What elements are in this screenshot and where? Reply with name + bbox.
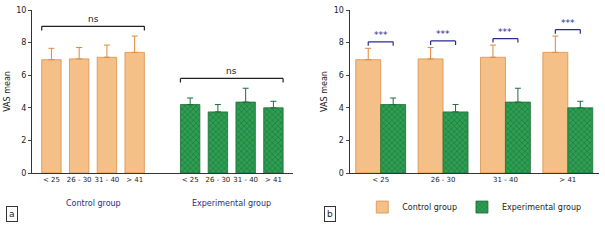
svg-text:b: b (327, 209, 333, 219)
svg-text:> 41: > 41 (559, 176, 576, 184)
svg-text:31 - 40: 31 - 40 (95, 176, 120, 184)
svg-text:VAS mean: VAS mean (3, 71, 12, 112)
svg-text:10: 10 (16, 6, 26, 15)
svg-text:31 - 40: 31 - 40 (493, 176, 518, 184)
svg-text:0: 0 (339, 169, 344, 178)
svg-text:26 - 30: 26 - 30 (206, 176, 231, 184)
svg-text:26 - 30: 26 - 30 (431, 176, 456, 184)
svg-text:31 - 40: 31 - 40 (233, 176, 258, 184)
svg-text:6: 6 (21, 71, 26, 80)
svg-text:2: 2 (21, 136, 26, 145)
svg-text:2: 2 (339, 136, 344, 145)
svg-text:< 25: < 25 (372, 176, 389, 184)
svg-text:> 41: > 41 (126, 176, 143, 184)
svg-text:***: *** (498, 27, 512, 37)
svg-text:ns: ns (226, 66, 237, 76)
svg-text:6: 6 (339, 71, 344, 80)
svg-text:26 - 30: 26 - 30 (67, 176, 92, 184)
svg-text:4: 4 (339, 104, 344, 113)
svg-text:Control group: Control group (402, 203, 457, 212)
svg-text:Control group: Control group (66, 199, 121, 208)
svg-text:a: a (9, 209, 15, 219)
svg-text:> 41: > 41 (265, 176, 282, 184)
svg-text:10: 10 (334, 6, 344, 15)
svg-text:***: *** (436, 29, 450, 39)
svg-text:< 25: < 25 (43, 176, 60, 184)
svg-text:***: *** (561, 18, 575, 28)
svg-text:Experimental group: Experimental group (192, 199, 271, 208)
svg-text:4: 4 (21, 104, 26, 113)
svg-text:8: 8 (339, 38, 344, 47)
svg-text:8: 8 (21, 38, 26, 47)
svg-text:VAS mean: VAS mean (320, 71, 329, 112)
svg-text:***: *** (374, 30, 388, 40)
svg-text:Experimental group: Experimental group (502, 203, 581, 212)
svg-text:0: 0 (21, 169, 26, 178)
svg-text:< 25: < 25 (182, 176, 199, 184)
svg-text:ns: ns (88, 14, 99, 24)
